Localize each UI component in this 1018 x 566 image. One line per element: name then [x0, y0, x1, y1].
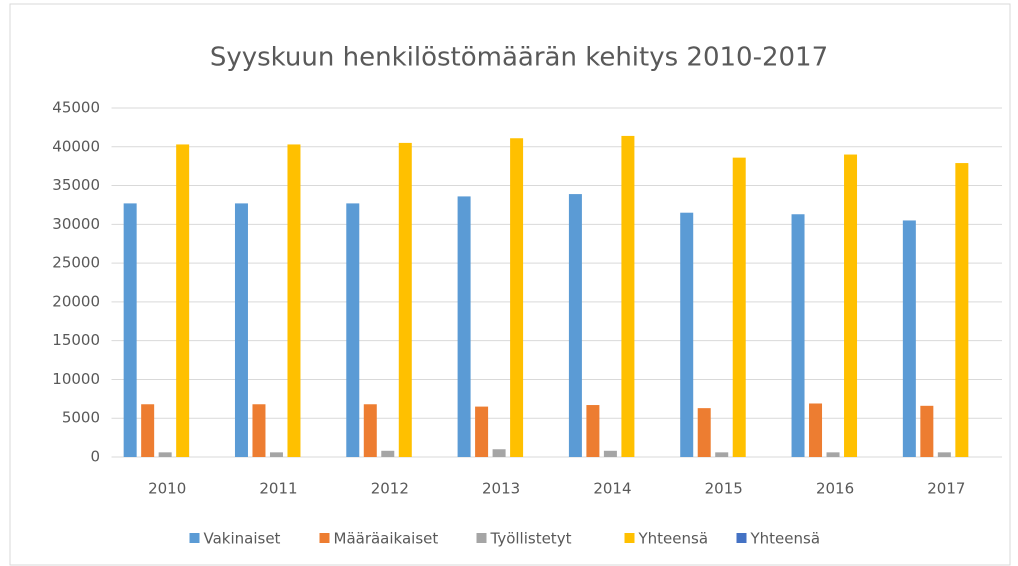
bar — [252, 404, 266, 457]
bar — [141, 404, 155, 457]
bar — [732, 157, 746, 457]
bar — [826, 452, 840, 457]
x-tick-label: 2014 — [593, 480, 631, 498]
bar — [457, 196, 471, 457]
bar — [586, 405, 600, 457]
bar — [902, 220, 916, 457]
legend-label: Vakinaiset — [204, 530, 281, 548]
legend-swatch — [189, 533, 200, 543]
legend-label: Yhteensä — [750, 530, 821, 548]
bar — [920, 405, 934, 457]
legend-swatch — [319, 533, 330, 543]
bar — [123, 203, 137, 457]
x-tick-label: 2013 — [482, 480, 520, 498]
y-tick-label: 25000 — [52, 254, 100, 272]
bar — [287, 144, 301, 457]
y-tick-label: 0 — [90, 448, 100, 466]
x-tick-label: 2010 — [148, 480, 186, 498]
bar — [844, 154, 858, 458]
y-tick-label: 10000 — [52, 370, 100, 388]
bar — [603, 450, 617, 457]
bar — [621, 135, 635, 458]
bar — [176, 144, 190, 457]
bar — [492, 449, 506, 457]
x-tick-label: 2011 — [259, 480, 297, 498]
legend-label: Määräaikaiset — [334, 530, 439, 548]
bar — [955, 163, 969, 457]
bar — [680, 212, 694, 457]
bar — [791, 214, 805, 457]
bar — [398, 142, 412, 457]
x-tick-label: 2017 — [927, 480, 965, 498]
bar — [809, 403, 823, 457]
bar — [158, 452, 172, 457]
y-tick-label: 35000 — [52, 176, 100, 194]
bar — [715, 452, 729, 457]
legend-swatch — [624, 533, 635, 543]
bar — [568, 194, 582, 457]
x-tick-label: 2012 — [371, 480, 409, 498]
y-tick-label: 45000 — [52, 99, 100, 117]
bar — [510, 138, 524, 457]
y-tick-label: 30000 — [52, 215, 100, 233]
y-tick-label: 40000 — [52, 137, 100, 155]
y-tick-label: 15000 — [52, 331, 100, 349]
chart-title: Syyskuun henkilöstömäärän kehitys 2010-2… — [210, 43, 828, 73]
y-tick-label: 20000 — [52, 292, 100, 310]
bar — [937, 452, 951, 457]
x-tick-label: 2015 — [705, 480, 743, 498]
bar — [269, 452, 283, 457]
legend-swatch — [476, 533, 487, 543]
bar — [346, 203, 360, 457]
x-tick-label: 2016 — [816, 480, 854, 498]
bar — [381, 450, 395, 457]
bar — [697, 408, 711, 457]
y-tick-label: 5000 — [62, 409, 100, 427]
legend-label: Yhteensä — [638, 530, 709, 548]
legend-swatch — [736, 533, 747, 543]
bar — [363, 404, 377, 457]
bar — [475, 406, 489, 457]
bar — [234, 203, 248, 457]
legend-label: Työllistetyt — [490, 530, 572, 548]
